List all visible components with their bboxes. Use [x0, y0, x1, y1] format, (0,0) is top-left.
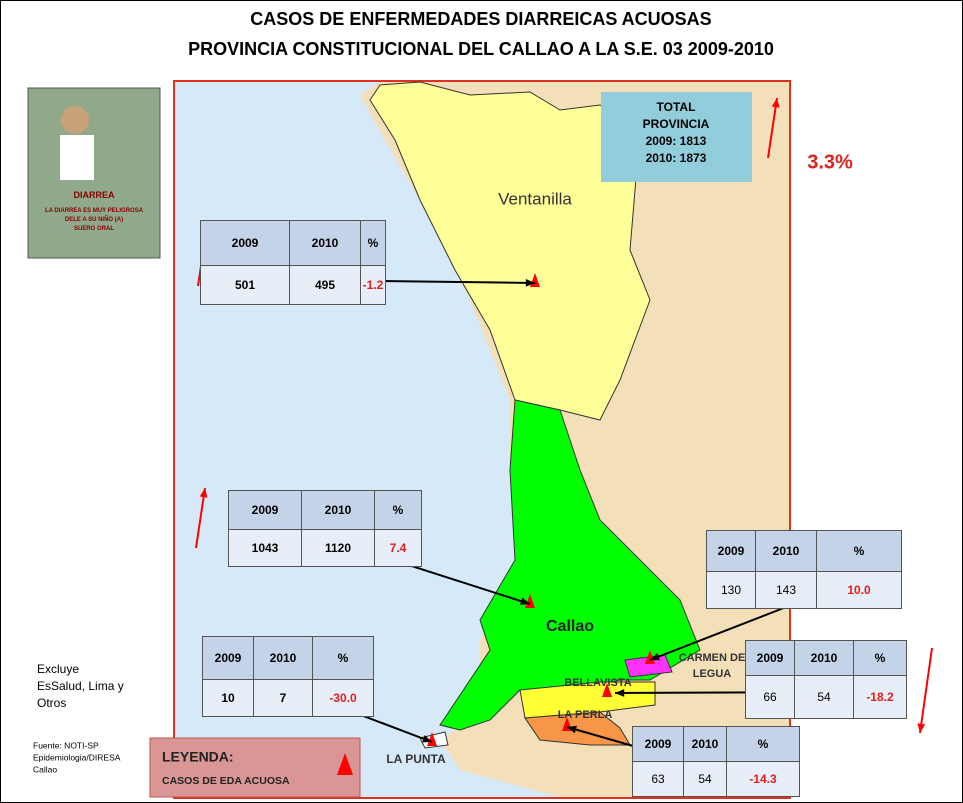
total-change: 3.3%	[807, 151, 853, 173]
poster-heading: DIARREA	[73, 190, 115, 200]
table-value: 54	[684, 762, 727, 797]
table-header: %	[854, 641, 907, 676]
legend-label: CASOS DE EDA ACUOSA	[162, 775, 290, 787]
table-header: 2009	[203, 637, 254, 680]
table-value: -18.2	[854, 676, 907, 719]
total-text: 2009: 1813	[646, 134, 707, 148]
trend-arrow	[920, 648, 932, 733]
poster-figure	[61, 106, 89, 134]
table-header: 2009	[201, 221, 290, 266]
table-header: 2010	[756, 531, 817, 572]
table-header: %	[361, 221, 386, 266]
table-header: 2009	[746, 641, 795, 676]
district-name: LEGUA	[693, 668, 732, 680]
note: Excluye	[37, 662, 79, 676]
source: Fuente: NOTI-SP	[33, 740, 99, 750]
district-name: BELLAVISTA	[564, 677, 631, 689]
poster-figure	[60, 135, 94, 180]
total-text: PROVINCIA	[643, 117, 710, 131]
table-value: 130	[707, 572, 756, 609]
legend-box	[150, 738, 360, 797]
table-header: 2009	[633, 727, 684, 762]
district-name: LA PUNTA	[386, 752, 446, 766]
table-header: 2010	[684, 727, 727, 762]
table-header: 2010	[795, 641, 854, 676]
table-value: 10.0	[817, 572, 902, 609]
trend-arrow	[917, 723, 925, 733]
title: PROVINCIA CONSTITUCIONAL DEL CALLAO A LA…	[188, 39, 774, 59]
title: CASOS DE ENFERMEDADES DIARREICAS ACUOSAS	[250, 9, 711, 29]
table-value: 54	[795, 676, 854, 719]
table-value: 495	[290, 266, 361, 305]
table-value: 1120	[302, 530, 375, 567]
table-header: 2010	[290, 221, 361, 266]
legend-title: LEYENDA:	[162, 749, 234, 765]
note: EsSalud, Lima y	[37, 679, 124, 693]
table-row: 20092010%	[201, 221, 386, 266]
district-name: LA PERLA	[558, 709, 613, 721]
district-name: Callao	[546, 618, 594, 635]
table-value: 501	[201, 266, 290, 305]
source: Epidemiologia/DIRESA	[33, 752, 121, 762]
table-value: 66	[746, 676, 795, 719]
district-name: Ventanilla	[498, 189, 572, 208]
poster-text: LA DIARREA ES MUY PELIGROSA	[45, 208, 144, 214]
table-value: 63	[633, 762, 684, 797]
total-text: 2010: 1873	[646, 151, 707, 165]
page: CASOS DE ENFERMEDADES DIARREICAS ACUOSAS…	[0, 0, 963, 803]
table-header: %	[375, 491, 422, 530]
table-header: 2010	[302, 491, 375, 530]
table-value: -14.3	[727, 762, 800, 797]
table-value: 7	[254, 680, 313, 717]
poster-text: DELE A SU NIÑO (A)	[65, 216, 123, 223]
table-header: 2009	[229, 491, 302, 530]
table-value: 10	[203, 680, 254, 717]
table-header: %	[727, 727, 800, 762]
table-header: 2009	[707, 531, 756, 572]
district-name: CARMEN DE	[679, 652, 746, 664]
table-header: %	[313, 637, 374, 680]
table-header: 2010	[254, 637, 313, 680]
source: Callao	[33, 764, 57, 774]
total-text: TOTAL	[657, 100, 696, 114]
table-value: -1.2	[361, 266, 386, 305]
poster-text: SUERO ORAL	[74, 226, 114, 232]
note: Otros	[37, 696, 66, 710]
table-value: -30.0	[313, 680, 374, 717]
table-value: 7.4	[375, 530, 422, 567]
table-header: %	[817, 531, 902, 572]
table-value: 1043	[229, 530, 302, 567]
table-value: 143	[756, 572, 817, 609]
